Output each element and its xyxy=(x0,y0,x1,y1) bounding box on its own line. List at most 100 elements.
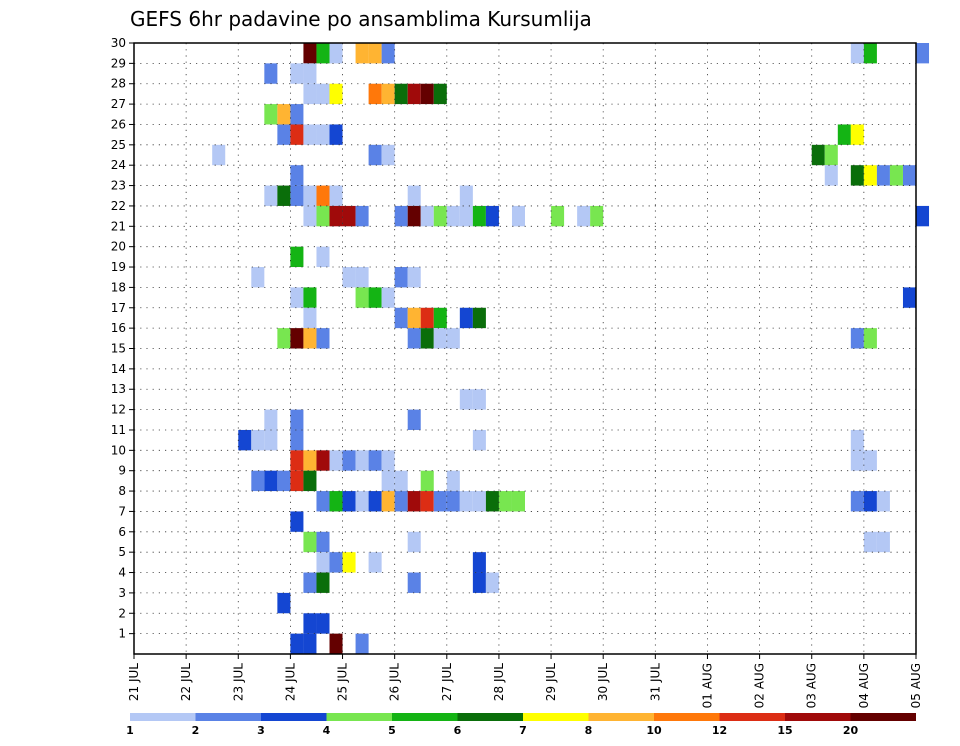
y-tick-label: 28 xyxy=(111,77,126,91)
heatmap-cell xyxy=(264,104,278,125)
y-tick-label: 13 xyxy=(111,382,126,396)
heatmap-cell xyxy=(277,104,291,125)
heatmap-cell xyxy=(303,287,317,308)
colorbar-label: 4 xyxy=(323,724,331,737)
heatmap-cell xyxy=(863,328,877,349)
heatmap-cell xyxy=(303,328,317,349)
heatmap-cell xyxy=(277,592,291,614)
heatmap-cell xyxy=(472,307,486,329)
y-axis: 1234567891011121314151617181920212223242… xyxy=(111,36,134,641)
heatmap-cell xyxy=(420,491,434,512)
colorbar-swatch xyxy=(195,713,261,721)
y-tick-label: 12 xyxy=(111,403,126,417)
heatmap-cell xyxy=(355,205,369,227)
heatmap-cell xyxy=(316,613,330,634)
heatmap-cell xyxy=(407,83,421,105)
heatmap-cell xyxy=(238,429,252,451)
heatmap-cell xyxy=(394,205,408,227)
heatmap-cell xyxy=(368,144,382,166)
heatmap-cell xyxy=(290,104,304,125)
heatmap-cell xyxy=(368,83,382,105)
heatmap-cell xyxy=(407,491,421,512)
heatmap-cell xyxy=(876,491,890,512)
heatmap-cell xyxy=(316,572,330,593)
heatmap-cell xyxy=(303,124,317,145)
heatmap-cell xyxy=(342,491,356,512)
heatmap-cell xyxy=(303,43,317,64)
heatmap-cell xyxy=(212,144,226,166)
heatmap-cell xyxy=(863,450,877,471)
x-tick-label: 05 AUG xyxy=(909,663,923,708)
heatmap-cell xyxy=(916,43,930,64)
y-tick-label: 22 xyxy=(111,199,126,213)
colorbar-swatch xyxy=(523,713,589,721)
heatmap-cell xyxy=(420,470,434,492)
x-tick-label: 25 JUL xyxy=(336,663,350,701)
heatmap-cell xyxy=(433,205,447,227)
heatmap-cell xyxy=(407,205,421,227)
y-tick-label: 20 xyxy=(111,240,126,254)
heatmap-cell xyxy=(290,185,304,206)
heatmap-cell xyxy=(511,205,525,227)
x-tick-label: 24 JUL xyxy=(283,663,297,701)
heatmap-cell xyxy=(290,165,304,186)
x-tick-label: 21 JUL xyxy=(127,663,141,701)
heatmap-cell xyxy=(277,328,291,349)
heatmap-cell xyxy=(264,429,278,451)
heatmap-cell xyxy=(290,328,304,349)
y-tick-label: 10 xyxy=(111,443,126,457)
heatmap-cell xyxy=(407,185,421,206)
heatmap-cell xyxy=(342,205,356,227)
heatmap-cell xyxy=(277,185,291,206)
heatmap-cell xyxy=(902,165,916,186)
heatmap-cell xyxy=(329,491,343,512)
heatmap-cell xyxy=(459,205,473,227)
heatmap-cells xyxy=(212,43,930,654)
heatmap-cell xyxy=(316,450,330,471)
heatmap-cell xyxy=(316,246,330,268)
heatmap-cell xyxy=(394,470,408,492)
heatmap-cell xyxy=(381,83,395,105)
x-tick-label: 02 AUG xyxy=(753,663,767,708)
heatmap-cell xyxy=(264,63,278,84)
heatmap-cell xyxy=(303,307,317,329)
y-tick-label: 16 xyxy=(111,321,126,335)
heatmap-cell xyxy=(485,491,499,512)
heatmap-cell xyxy=(420,328,434,349)
heatmap-cell xyxy=(407,409,421,430)
heatmap-cell xyxy=(277,124,291,145)
y-tick-label: 26 xyxy=(111,117,126,131)
x-tick-label: 01 AUG xyxy=(700,663,714,708)
y-tick-label: 23 xyxy=(111,179,126,193)
heatmap-cell xyxy=(472,429,486,451)
heatmap-cell xyxy=(459,307,473,329)
colorbar-label: 3 xyxy=(257,724,265,737)
heatmap-cell xyxy=(355,450,369,471)
colorbar-label: 7 xyxy=(519,724,527,737)
x-tick-label: 23 JUL xyxy=(231,663,245,701)
colorbar-swatch xyxy=(785,713,851,721)
heatmap-cell xyxy=(837,124,851,145)
colorbar-label: 8 xyxy=(585,724,593,737)
colorbar-label: 10 xyxy=(646,724,662,737)
heatmap-cell xyxy=(355,491,369,512)
heatmap-cell xyxy=(876,531,890,553)
heatmap-cell xyxy=(407,328,421,349)
heatmap-cell xyxy=(355,633,369,654)
heatmap-cell xyxy=(459,389,473,410)
y-tick-label: 19 xyxy=(111,260,126,274)
colorbar-swatch xyxy=(654,713,720,721)
heatmap-cell xyxy=(264,470,278,492)
heatmap-cell xyxy=(381,470,395,492)
heatmap-cell xyxy=(316,124,330,145)
heatmap-cell xyxy=(329,552,343,573)
heatmap-cell xyxy=(290,429,304,451)
y-tick-label: 17 xyxy=(111,301,126,315)
heatmap-cell xyxy=(342,267,356,288)
heatmap-cell xyxy=(577,205,591,227)
y-tick-label: 15 xyxy=(111,342,126,356)
heatmap-cell xyxy=(407,531,421,553)
colorbar-label: 2 xyxy=(192,724,200,737)
heatmap-cell xyxy=(472,491,486,512)
colorbar-swatch xyxy=(457,713,523,721)
